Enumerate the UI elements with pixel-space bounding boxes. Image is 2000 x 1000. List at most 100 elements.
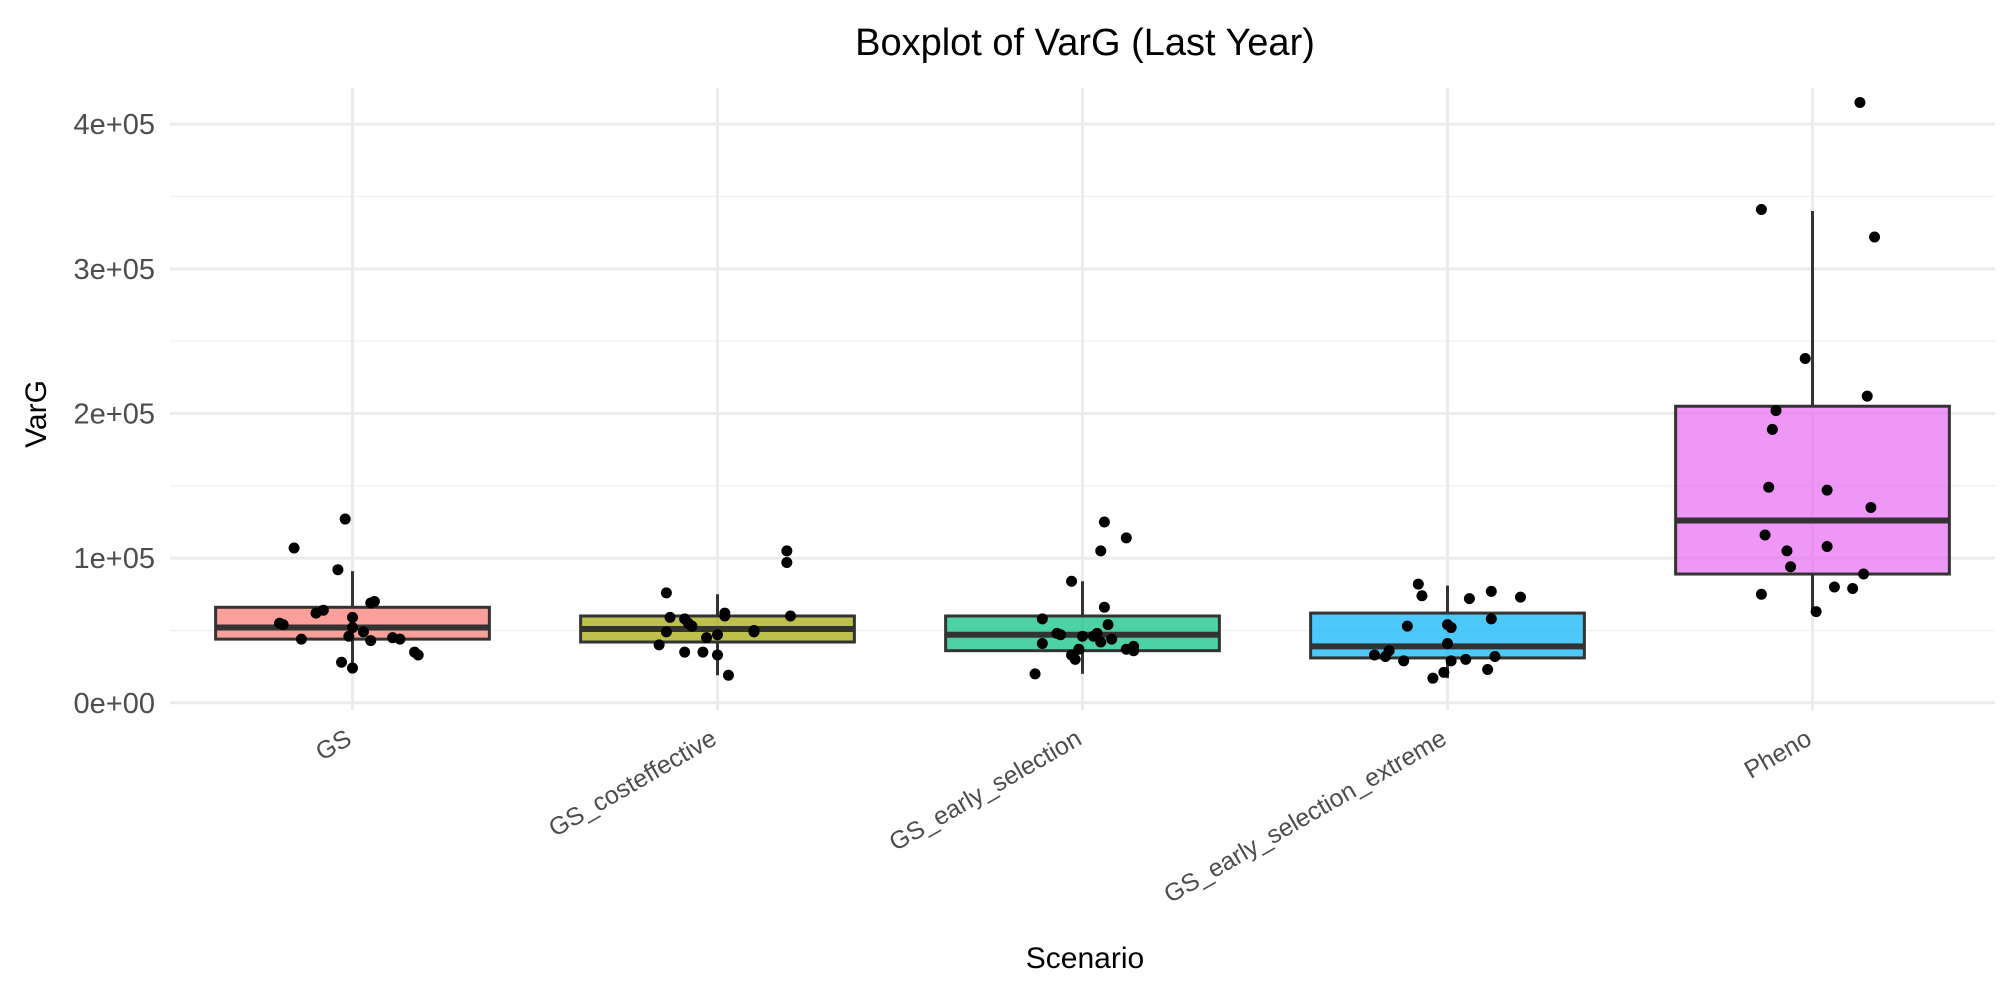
box-group-GS_early_selection: [944, 581, 1221, 674]
y-axis-title: VarG: [20, 380, 53, 448]
data-point: [347, 662, 358, 674]
data-point: [1828, 581, 1840, 593]
data-point: [660, 626, 672, 638]
data-point: [682, 617, 694, 629]
y-tick-label: 2e+05: [74, 398, 155, 430]
data-point: [317, 604, 329, 616]
x-tick-label: GS_early_selection_extreme: [1159, 724, 1451, 909]
x-tick-label: GS_costeffective: [544, 724, 721, 843]
data-point: [336, 656, 348, 668]
data-point: [295, 633, 307, 645]
data-point: [412, 649, 424, 661]
data-point: [719, 607, 731, 619]
data-point: [1445, 655, 1457, 667]
data-point: [1858, 568, 1870, 580]
data-point: [394, 633, 406, 645]
data-point: [1098, 516, 1110, 528]
x-tick-label: GS: [311, 724, 356, 766]
x-axis-title: Scenario: [1026, 942, 1144, 975]
data-point: [1095, 636, 1107, 648]
data-point: [1799, 352, 1811, 364]
data-point: [1763, 481, 1775, 493]
data-point: [1073, 643, 1085, 655]
y-tick-label: 4e+05: [74, 109, 155, 141]
data-point: [1489, 650, 1501, 662]
data-point: [1485, 585, 1497, 597]
data-point: [1095, 545, 1107, 557]
data-point: [697, 646, 709, 658]
data-point: [1785, 561, 1797, 573]
data-point: [701, 632, 713, 644]
data-point: [1766, 423, 1778, 435]
data-point: [660, 587, 672, 599]
data-point: [781, 545, 793, 557]
data-point: [1482, 663, 1494, 675]
data-point: [1427, 672, 1439, 684]
axis-layer: 0e+00 1e+05 2e+05 3e+05 4e+05 GS GS_costeffect…: [74, 109, 1817, 909]
data-point: [1036, 637, 1048, 649]
y-tick-label: 0e+00: [74, 688, 155, 720]
data-point: [664, 611, 676, 623]
data-point: [357, 626, 369, 638]
data-point: [1383, 645, 1395, 657]
data-point: [781, 556, 793, 568]
data-point: [1854, 96, 1866, 108]
data-point: [1865, 501, 1877, 513]
data-point: [1120, 532, 1132, 544]
data-point: [1821, 484, 1833, 496]
data-point: [1821, 541, 1833, 553]
data-point: [339, 513, 351, 525]
data-point: [1442, 619, 1453, 631]
data-point: [277, 619, 289, 631]
data-point: [722, 669, 734, 681]
data-point: [1036, 613, 1048, 625]
data-point: [1369, 649, 1380, 661]
data-point: [1091, 627, 1103, 639]
box: [1674, 404, 1951, 576]
data-point: [1770, 405, 1782, 417]
box-group-Pheno: [1674, 210, 1951, 612]
data-point: [332, 564, 344, 576]
data-point: [1463, 593, 1475, 605]
data-point: [1128, 645, 1140, 657]
data-point: [1055, 629, 1067, 641]
data-point: [1781, 545, 1793, 557]
data-point: [1102, 619, 1114, 631]
data-point: [653, 639, 665, 651]
y-tick-label: 3e+05: [74, 254, 155, 286]
data-point: [1398, 655, 1410, 667]
data-point: [712, 649, 723, 661]
data-point: [1412, 578, 1424, 590]
data-point: [1810, 606, 1822, 618]
data-point: [1485, 613, 1497, 625]
data-point: [1861, 390, 1873, 402]
data-point: [1755, 588, 1767, 600]
data-point: [679, 646, 691, 658]
data-point: [1460, 653, 1472, 665]
data-point: [785, 610, 796, 622]
x-tick-label: Pheno: [1740, 724, 1817, 784]
data-point: [347, 611, 358, 623]
data-point: [343, 630, 355, 642]
data-point: [365, 635, 377, 647]
data-point: [1069, 653, 1081, 665]
data-point: [1098, 601, 1110, 613]
data-point: [1759, 529, 1771, 541]
point-layer: [274, 96, 1881, 684]
data-point: [1755, 204, 1767, 216]
data-point: [1077, 630, 1088, 642]
data-point: [748, 626, 760, 638]
data-point: [1847, 582, 1859, 594]
data-point: [1442, 637, 1453, 649]
chart-title: Boxplot of VarG (Last Year): [855, 22, 1315, 64]
data-point: [1029, 668, 1041, 680]
data-point: [1869, 231, 1881, 243]
x-tick-label: GS_early_selection: [884, 724, 1086, 857]
data-point: [1401, 620, 1413, 632]
y-tick-label: 1e+05: [74, 543, 155, 575]
data-point: [1066, 575, 1078, 587]
data-point: [368, 596, 380, 608]
data-point: [1438, 666, 1450, 678]
